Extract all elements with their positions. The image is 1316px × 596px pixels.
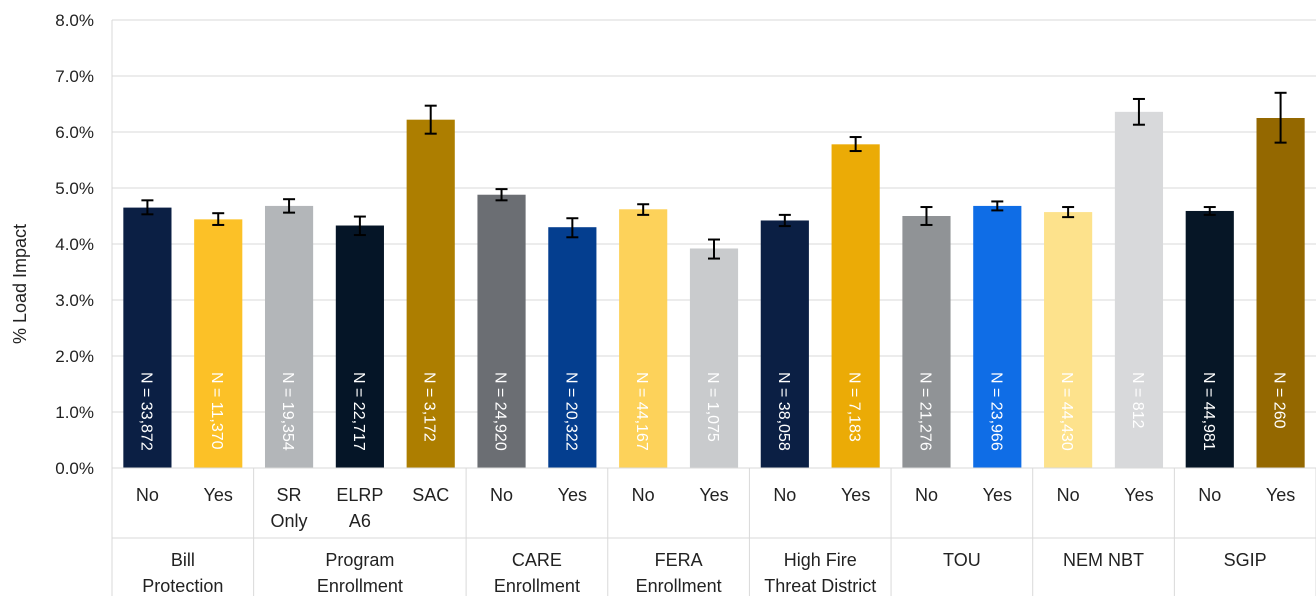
- error-bar: [991, 200, 1004, 212]
- bar: [264, 205, 314, 469]
- bar: [1114, 111, 1164, 468]
- sample-size-label: N = 22,717: [350, 372, 367, 451]
- y-tick-label: 5.0%: [55, 179, 94, 198]
- bar: [194, 219, 243, 468]
- sample-size-label: N = 23,966: [987, 372, 1004, 451]
- sample-size-label: N = 1,075: [704, 372, 721, 442]
- y-tick-label: 6.0%: [55, 123, 94, 142]
- category-label: Yes: [841, 485, 870, 505]
- category-label: No: [915, 485, 938, 505]
- sample-size-label: N = 38,058: [775, 372, 792, 451]
- group-label: NEM NBT: [1063, 550, 1144, 570]
- error-bar: [353, 215, 366, 237]
- error-bar: [1062, 206, 1075, 219]
- error-bar: [1132, 97, 1145, 126]
- group-label: Enrollment: [317, 576, 403, 596]
- error-bar: [566, 217, 579, 239]
- group-label: Bill: [171, 550, 195, 570]
- y-tick-label: 0.0%: [55, 459, 94, 478]
- sample-size-label: N = 20,322: [562, 372, 579, 451]
- y-axis-ticks: 0.0% 1.0% 2.0% 3.0% 4.0% 5.0% 6.0% 7.0% 8.0%: [55, 11, 94, 478]
- error-bar: [495, 188, 508, 202]
- sample-size-label: N = 7,183: [846, 372, 863, 442]
- category-label: No: [136, 485, 159, 505]
- group-label: SGIP: [1224, 550, 1267, 570]
- y-tick-label: 7.0%: [55, 67, 94, 86]
- bar: [689, 248, 739, 468]
- sample-size-label: N = 44,981: [1200, 372, 1217, 451]
- category-label: Yes: [558, 485, 587, 505]
- bar: [619, 209, 668, 468]
- y-tick-label: 4.0%: [55, 235, 94, 254]
- group-label: Threat District: [764, 576, 876, 596]
- error-bar: [212, 212, 225, 226]
- category-label: Only: [271, 511, 308, 531]
- group-label: Enrollment: [494, 576, 580, 596]
- category-label: Yes: [699, 485, 728, 505]
- sample-size-label: N = 11,370: [208, 372, 225, 450]
- category-label: No: [1198, 485, 1221, 505]
- group-label: Protection: [142, 576, 223, 596]
- error-bar: [637, 203, 650, 216]
- bar: [1044, 212, 1093, 468]
- group-label: Enrollment: [636, 576, 722, 596]
- group-label: High Fire: [784, 550, 857, 570]
- y-tick-label: 3.0%: [55, 291, 94, 310]
- sample-size-label: N = 260: [1271, 372, 1288, 429]
- bar: [902, 216, 951, 468]
- error-bar: [708, 238, 720, 260]
- sample-size-label: N = 21,276: [916, 372, 933, 451]
- error-bar: [778, 213, 791, 228]
- bar: [831, 144, 880, 468]
- bars: [123, 111, 1305, 469]
- sample-size-labels: N = 33,872 N = 11,370 N = 19,354 N = 22,717…: [137, 372, 1287, 451]
- x-axis: No Yes SR Only ELRP A6 SAC No Yes No Yes No Yes No Yes…: [111, 467, 1316, 596]
- error-bar: [1203, 206, 1216, 216]
- category-label: No: [1057, 485, 1080, 505]
- sample-size-label: N = 44,167: [633, 372, 650, 451]
- category-label: No: [632, 485, 655, 505]
- y-tick-label: 8.0%: [55, 11, 94, 30]
- error-bar: [283, 198, 296, 214]
- category-label: Yes: [983, 485, 1012, 505]
- group-label: CARE: [512, 550, 562, 570]
- category-label: ELRP: [336, 485, 383, 505]
- y-tick-label: 2.0%: [55, 347, 94, 366]
- error-bar: [920, 206, 933, 226]
- group-label: Program: [325, 550, 394, 570]
- category-label: Yes: [1266, 485, 1295, 505]
- sample-size-label: N = 44,430: [1058, 372, 1075, 451]
- bar: [335, 225, 384, 468]
- error-bar: [1274, 91, 1287, 144]
- bar: [1256, 118, 1305, 468]
- group-label: TOU: [943, 550, 981, 570]
- error-bars: [141, 91, 1287, 260]
- y-tick-label: 1.0%: [55, 403, 94, 422]
- bar: [548, 227, 597, 468]
- sample-size-label: N = 812: [1129, 372, 1146, 429]
- error-bar: [424, 104, 437, 135]
- bar: [760, 220, 809, 468]
- bar: [477, 194, 526, 468]
- category-label: SR: [277, 485, 302, 505]
- error-bar: [849, 136, 862, 153]
- bar: [973, 205, 1022, 469]
- category-label: Yes: [1124, 485, 1153, 505]
- category-label: Yes: [204, 485, 233, 505]
- sample-size-label: N = 33,872: [137, 372, 154, 451]
- category-label: No: [490, 485, 513, 505]
- bar: [123, 207, 172, 468]
- error-bar: [141, 199, 154, 216]
- sample-size-label: N = 19,354: [279, 372, 296, 451]
- category-label: A6: [349, 511, 371, 531]
- sample-size-label: N = 3,172: [421, 372, 438, 442]
- y-axis-title: % Load Impact: [10, 224, 30, 344]
- bar: [1185, 210, 1234, 468]
- category-label: No: [773, 485, 796, 505]
- sample-size-label: N = 24,920: [492, 372, 509, 451]
- category-label: SAC: [412, 485, 449, 505]
- bar: [406, 119, 455, 469]
- group-label: FERA: [655, 550, 703, 570]
